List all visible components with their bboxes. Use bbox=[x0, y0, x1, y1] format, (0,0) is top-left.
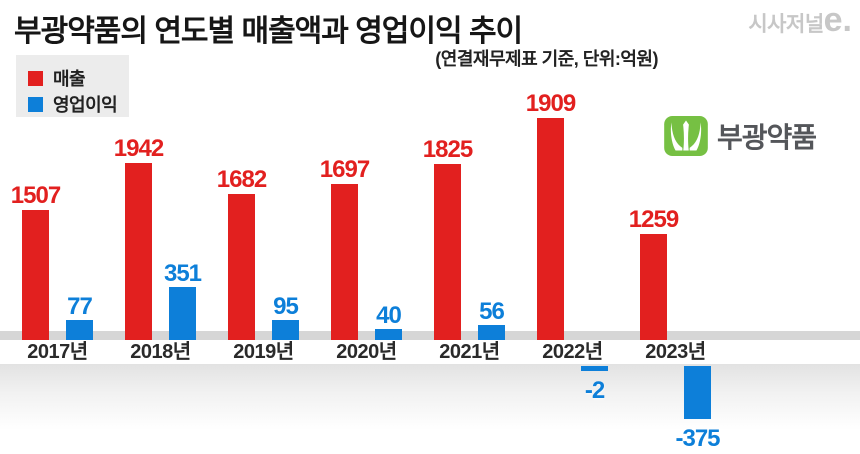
profit-bar-2022년 bbox=[581, 366, 608, 371]
publisher-logo-text: 시사저널 bbox=[748, 13, 824, 36]
revenue-bar-2023년 bbox=[640, 234, 667, 340]
profit-bar-2017년 bbox=[66, 320, 93, 340]
revenue-value-label-2021년: 1825 bbox=[422, 136, 473, 163]
page-title: 부광약품의 연도별 매출액과 영업이익 추이 bbox=[14, 15, 523, 48]
revenue-bar-2019년 bbox=[228, 194, 255, 340]
revenue-bar-2018년 bbox=[125, 163, 152, 340]
publisher-logo-e: e. bbox=[823, 1, 852, 39]
legend-item-profit: 영업이익 bbox=[28, 91, 118, 117]
year-label-2022년: 2022년 bbox=[542, 341, 603, 363]
negative-region-shadow bbox=[0, 364, 860, 430]
x-axis-band bbox=[0, 340, 860, 364]
publisher-logo: 시사저널 e. bbox=[748, 1, 852, 39]
profit-value-label-2021년: 56 bbox=[479, 298, 505, 325]
year-label-2019년: 2019년 bbox=[233, 341, 294, 363]
profit-bar-2019년 bbox=[272, 320, 299, 340]
revenue-bar-2017년 bbox=[22, 210, 49, 340]
legend-item-revenue: 매출 bbox=[28, 65, 117, 91]
bukwang-tulip-icon bbox=[664, 116, 708, 156]
profit-value-label-2018년: 351 bbox=[163, 260, 202, 287]
legend-label-profit: 영업이익 bbox=[53, 95, 118, 115]
year-label-2020년: 2020년 bbox=[336, 341, 397, 363]
revenue-swatch-icon bbox=[28, 70, 43, 86]
profit-bar-2020년 bbox=[375, 329, 402, 340]
profit-value-label-2019년: 95 bbox=[273, 293, 299, 320]
profit-value-label-2022년: -2 bbox=[584, 377, 605, 404]
revenue-bar-2022년 bbox=[537, 118, 564, 340]
chart-legend: 매출 영업이익 bbox=[16, 55, 129, 117]
year-label-2018년: 2018년 bbox=[130, 341, 191, 363]
revenue-value-label-2023년: 1259 bbox=[628, 206, 679, 233]
company-logo: 부광약품 bbox=[664, 116, 817, 156]
year-label-2021년: 2021년 bbox=[439, 341, 500, 363]
revenue-bar-2020년 bbox=[331, 184, 358, 340]
profit-bar-2023년 bbox=[684, 366, 711, 419]
chart-baseline-strip bbox=[0, 331, 860, 340]
profit-swatch-icon bbox=[28, 96, 43, 112]
profit-value-label-2017년: 77 bbox=[67, 293, 93, 320]
profit-bar-2018년 bbox=[169, 287, 196, 340]
legend-label-revenue: 매출 bbox=[53, 69, 86, 89]
revenue-value-label-2020년: 1697 bbox=[319, 156, 370, 183]
revenue-value-label-2017년: 1507 bbox=[10, 182, 61, 209]
profit-value-label-2020년: 40 bbox=[376, 302, 402, 329]
revenue-value-label-2022년: 1909 bbox=[525, 90, 576, 117]
year-label-2017년: 2017년 bbox=[27, 341, 88, 363]
profit-bar-2021년 bbox=[478, 325, 505, 340]
chart-subtitle: (연결재무제표 기준, 단위:억원) bbox=[435, 49, 658, 69]
revenue-bar-2021년 bbox=[434, 164, 461, 340]
profit-value-label-2023년: -375 bbox=[675, 425, 720, 452]
revenue-value-label-2019년: 1682 bbox=[216, 166, 267, 193]
revenue-value-label-2018년: 1942 bbox=[113, 135, 164, 162]
company-name: 부광약품 bbox=[717, 122, 817, 153]
year-label-2023년: 2023년 bbox=[645, 341, 706, 363]
